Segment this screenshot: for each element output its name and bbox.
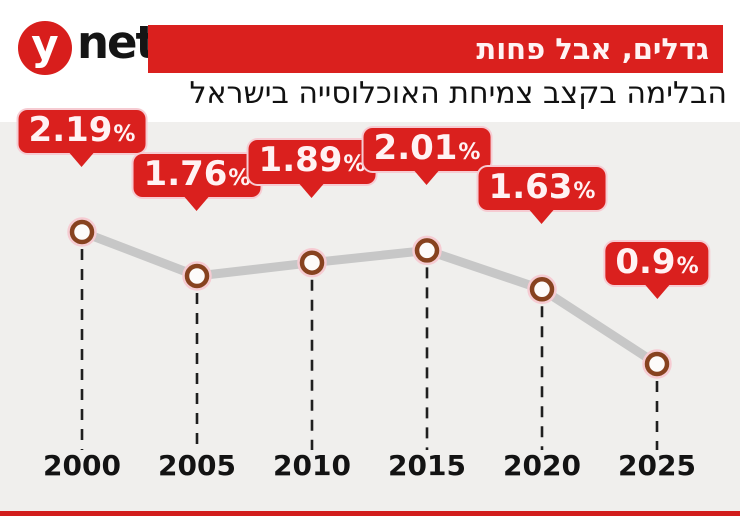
chart-subtitle: הבלימה בקצב צמיחת האוכלוסייה בישראל: [189, 76, 727, 111]
year-label: 2005: [158, 449, 236, 482]
title-banner: גדלים, אבל פחות: [148, 25, 723, 73]
chart-panel: [0, 122, 740, 516]
percent-sign: %: [458, 140, 481, 166]
page-title: גדלים, אבל פחות: [476, 32, 709, 66]
value-callout: 1.89%: [248, 140, 376, 184]
trend-line: [77, 227, 662, 369]
value-label: 2.01: [373, 128, 458, 169]
value-label: 1.76: [143, 153, 228, 194]
data-point: [644, 351, 670, 377]
value-callout: 2.01%: [363, 128, 491, 172]
marker-halo: [642, 349, 672, 379]
value-callout: 0.9%: [605, 241, 709, 286]
value-label: 1.63: [488, 166, 573, 207]
year-label: 2020: [503, 449, 581, 482]
year-label: 2010: [273, 449, 351, 482]
data-point: [299, 250, 325, 275]
year-label: 2025: [618, 449, 696, 482]
percent-sign: %: [343, 152, 366, 178]
percent-sign: %: [228, 165, 251, 191]
year-label: 2000: [43, 449, 121, 482]
value-label: 2.19: [28, 109, 113, 150]
marker-halo: [297, 247, 327, 278]
bottom-red-bar: [0, 511, 740, 516]
data-point: [529, 277, 555, 302]
marker-halo: [182, 261, 212, 291]
ynet-logo-net: net: [77, 16, 157, 69]
value-callout: 2.19%: [18, 109, 146, 153]
ynet-logo-y: y: [31, 20, 59, 69]
percent-sign: %: [676, 253, 699, 279]
year-label: 2015: [388, 449, 466, 482]
marker-halo: [527, 274, 557, 305]
percent-sign: %: [573, 178, 596, 204]
data-point: [414, 238, 440, 263]
data-point: [184, 263, 210, 289]
value-label: 1.89: [258, 140, 343, 181]
value-callout: 1.76%: [133, 153, 261, 198]
percent-sign: %: [113, 121, 136, 147]
marker-halo: [67, 217, 97, 247]
ynet-logo-icon: y: [18, 21, 72, 75]
marker-halo: [412, 235, 442, 266]
value-callout: 1.63%: [478, 166, 606, 211]
value-label: 0.9: [615, 241, 676, 282]
data-point: [69, 219, 95, 245]
